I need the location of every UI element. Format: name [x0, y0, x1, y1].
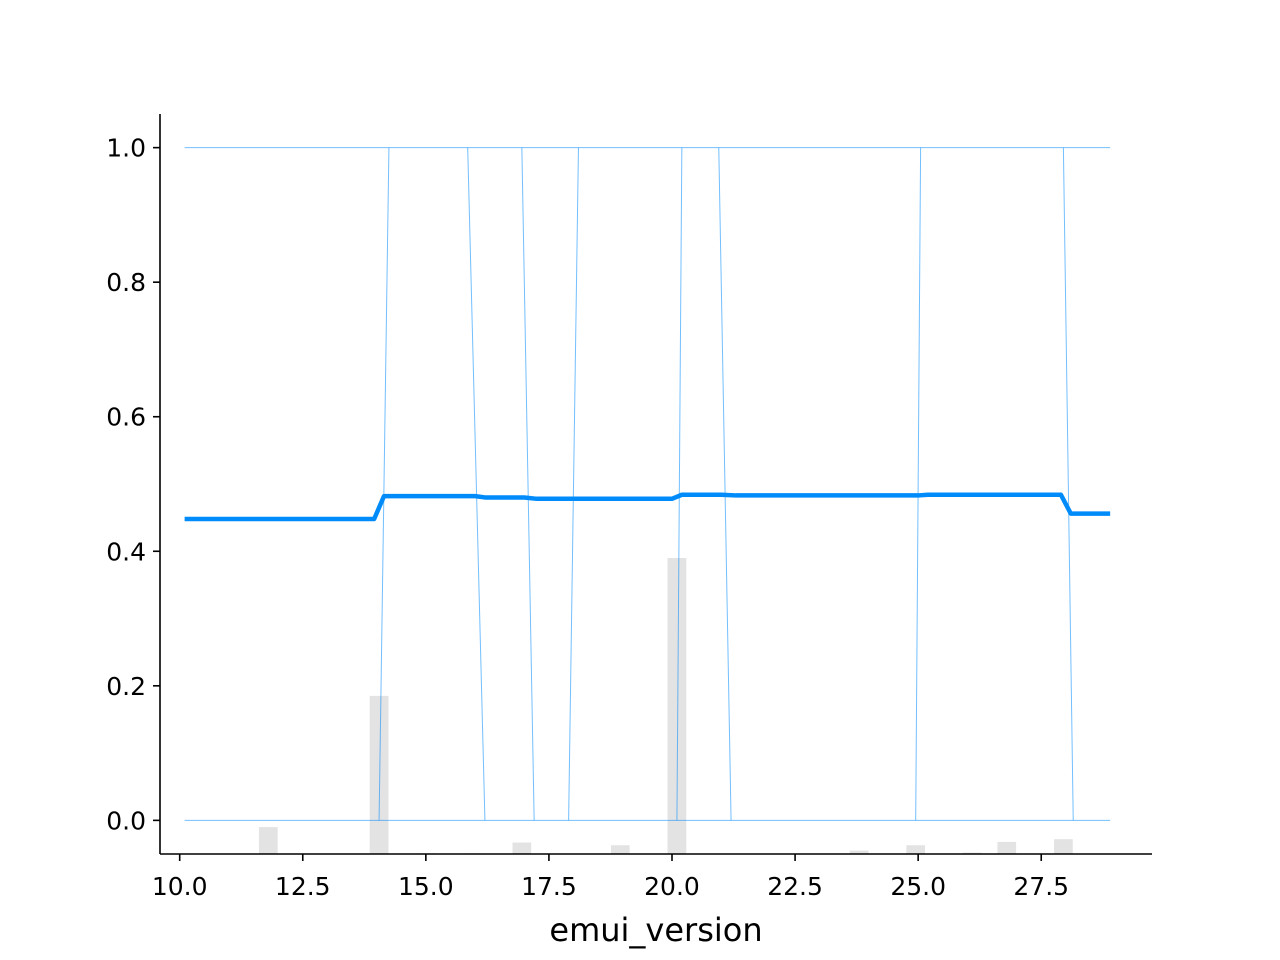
- histogram-bar: [369, 695, 389, 854]
- y-tick-label: 0.0: [106, 806, 146, 835]
- histogram-bar: [1054, 839, 1073, 854]
- y-tick-label: 1.0: [106, 134, 146, 163]
- mean-line: [184, 492, 1111, 522]
- histogram-bar: [610, 845, 630, 854]
- x-tick-label: 22.5: [767, 872, 823, 901]
- y-tick-label: 0.4: [106, 537, 146, 566]
- ice-lines: [184, 147, 1111, 821]
- ice-line: [1062, 147, 1074, 821]
- histogram-bar: [997, 841, 1017, 854]
- x-tick-label: 12.5: [275, 872, 331, 901]
- y-tick-label: 0.8: [106, 268, 146, 297]
- x-tick-label: 27.5: [1013, 872, 1069, 901]
- histogram-bar: [906, 845, 926, 854]
- x-axis-label: emui_version: [549, 911, 762, 949]
- ice-line: [718, 147, 732, 821]
- ice-line: [676, 147, 683, 821]
- ice-line: [521, 147, 535, 821]
- x-tick-label: 25.0: [890, 872, 946, 901]
- ice-line: [568, 147, 579, 821]
- y-tick-label: 0.6: [106, 403, 146, 432]
- ice-line: [378, 147, 390, 821]
- ice-line: [467, 147, 486, 821]
- histogram-bars: [258, 558, 1073, 854]
- y-ticks: 0.0 0.2 0.4 0.6 0.8 1.0: [106, 134, 160, 835]
- x-tick-label: 15.0: [398, 872, 454, 901]
- histogram-bar: [512, 842, 532, 854]
- y-tick-label: 0.2: [106, 672, 146, 701]
- histogram-bar: [849, 850, 869, 854]
- mean-line-layer: [184, 492, 1111, 522]
- x-tick-label: 17.5: [521, 872, 577, 901]
- ice-line: [915, 147, 922, 821]
- x-tick-label: 10.0: [152, 872, 208, 901]
- histogram-bar: [667, 558, 687, 854]
- axes: [159, 114, 1152, 855]
- x-ticks: 10.0 12.5 15.0 17.5 20.0 22.5 25.0 27.5: [152, 854, 1069, 901]
- histogram-bar: [258, 827, 278, 854]
- x-tick-label: 20.0: [644, 872, 700, 901]
